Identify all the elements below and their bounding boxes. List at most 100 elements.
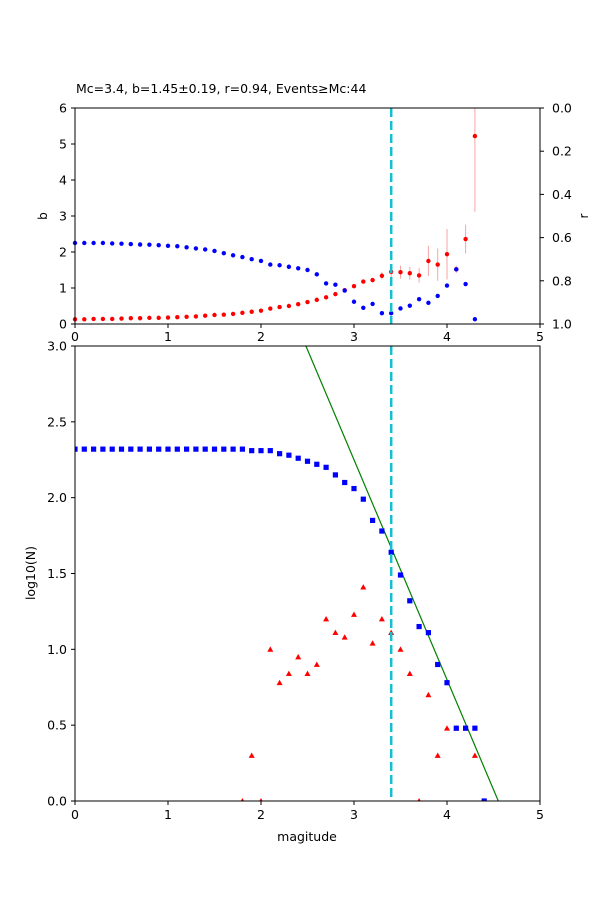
bottom-y-tick-label: 0.0	[47, 794, 67, 809]
non-cumulative-point	[378, 616, 385, 622]
b-value-point	[82, 317, 87, 322]
top-y2-axis-label: r	[577, 213, 591, 218]
r-value-point	[333, 282, 338, 287]
top-x-axis: 0 1 2 3 4 5	[71, 324, 544, 344]
bottom-x-tick-label: 2	[257, 807, 265, 822]
cumulative-point	[379, 528, 385, 534]
cumulative-point	[249, 448, 255, 454]
cumulative-point	[100, 446, 106, 452]
cumulative-point	[277, 451, 283, 457]
top-y-tick-label: 2	[59, 245, 67, 260]
r-value-point	[286, 264, 292, 269]
r-value-point	[351, 299, 357, 304]
b-value-point	[426, 258, 431, 264]
cumulative-point	[416, 623, 422, 630]
cumulative-point	[230, 446, 236, 452]
b-value-point	[184, 314, 189, 319]
non-cumulative-point	[323, 616, 330, 622]
b-value-point	[175, 314, 180, 320]
r-value-point	[230, 253, 236, 258]
cumulative-point	[323, 464, 329, 470]
bottom-x-tick-label: 1	[164, 807, 172, 822]
r-value-point	[389, 311, 394, 316]
cumulative-point	[444, 680, 450, 686]
bottom-y-tick-label: 3.0	[47, 339, 67, 354]
non-cumulative-point	[285, 670, 292, 676]
non-cumulative-point	[471, 752, 478, 758]
r-value-point	[249, 257, 254, 262]
cumulative-point	[75, 446, 78, 452]
b-value-point	[333, 291, 338, 297]
non-cumulative-point	[295, 653, 302, 660]
b-value-point	[165, 315, 171, 320]
r-value-point	[203, 247, 208, 252]
top-y2-tick-label: 0.6	[552, 230, 572, 245]
b-value-point	[230, 311, 236, 317]
top-x-tick-label: 5	[536, 329, 544, 344]
r-value-point	[175, 244, 180, 249]
top-y-axis-label: b	[36, 212, 50, 220]
cumulative-point	[407, 598, 413, 604]
top-y2-tick-label: 1.0	[552, 317, 572, 332]
cumulative-point	[481, 798, 487, 801]
top-x-tick-label: 4	[443, 329, 451, 344]
r-value-point	[156, 242, 161, 248]
b-value-point	[379, 273, 385, 278]
cumulative-point	[267, 448, 273, 454]
r-value-point	[184, 245, 189, 250]
b-value-point	[110, 316, 115, 322]
cumulative-point	[453, 725, 459, 731]
non-cumulative-point	[276, 679, 283, 686]
b-value-point	[314, 297, 319, 303]
non-cumulative-point	[444, 725, 450, 731]
b-value-point	[147, 315, 152, 321]
bottom-y-tick-label: 0.5	[47, 718, 67, 733]
non-cumulative-point	[360, 584, 367, 590]
r-value-point	[82, 240, 87, 246]
top-y-axis-left: 0 1 2 3 4 5 6	[59, 101, 75, 332]
b-value-point	[472, 133, 478, 139]
r-value-point	[416, 296, 422, 302]
bottom-y-tick-label: 2.0	[47, 490, 67, 505]
cumulative-point	[239, 446, 245, 452]
r-value-point	[444, 283, 450, 288]
r-value-point	[472, 317, 478, 322]
non-cumulative-point	[240, 798, 245, 801]
b-value-point	[416, 273, 422, 278]
top-y-tick-label: 0	[59, 317, 67, 332]
top-x-tick-label: 3	[350, 329, 358, 344]
non-cumulative-point	[406, 670, 413, 676]
r-value-point	[296, 266, 301, 271]
b-value-point	[249, 309, 254, 314]
r-value-point	[323, 281, 329, 286]
r-value-point	[147, 242, 152, 247]
bottom-panel: 0 1 2 3 4 5 0.0 0.5 1.0 1.5 2.0 2.5 3.0 magitude lo…	[23, 339, 544, 845]
r-value-point	[221, 250, 226, 256]
r-value-point	[100, 240, 106, 246]
b-value-point	[100, 316, 106, 322]
non-cumulative-point	[369, 640, 376, 646]
b-value-point	[444, 251, 450, 257]
bottom-x-axis: 0 1 2 3 4 5	[71, 801, 544, 822]
cumulative-point	[81, 446, 87, 452]
b-value-point	[370, 277, 375, 283]
b-value-point	[296, 302, 301, 307]
r-value-point	[137, 242, 143, 247]
top-x-tick-label: 2	[257, 329, 265, 344]
cumulative-point	[360, 496, 366, 502]
cumulative-point	[156, 446, 162, 452]
cumulative-point	[304, 458, 311, 464]
cumulative-point	[397, 572, 404, 578]
bottom-y-tick-label: 1.0	[47, 642, 67, 657]
top-y-tick-label: 1	[59, 281, 67, 296]
b-value-point	[286, 303, 292, 309]
b-value-point	[128, 316, 133, 321]
cumulative-point	[118, 446, 125, 452]
b-value-point	[193, 314, 199, 319]
top-y2-tick-label: 0.8	[552, 273, 572, 288]
non-cumulative-point	[304, 670, 311, 676]
cumulative-point	[332, 472, 338, 478]
non-cumulative-point	[417, 798, 421, 801]
bottom-x-tick-label: 4	[443, 807, 451, 822]
cumulative-point	[435, 661, 441, 668]
